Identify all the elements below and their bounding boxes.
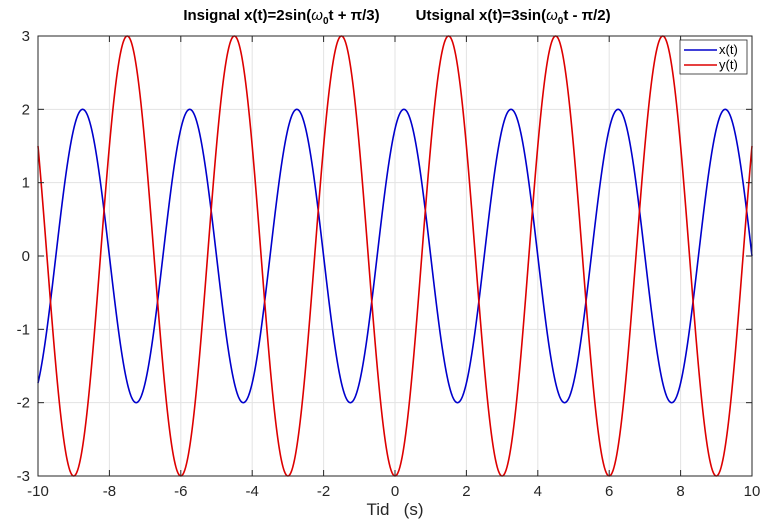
x-tick-label: 10: [744, 483, 761, 500]
x-tick-label: -6: [174, 483, 187, 500]
title-right-sub: 0: [558, 16, 564, 27]
series-line-x: [37, 108, 753, 404]
x-tick-label: -4: [246, 483, 259, 500]
x-tick-label: 4: [534, 483, 542, 500]
x-tick-label: 6: [605, 483, 613, 500]
y-tick-label: -2: [17, 395, 30, 412]
chart-title: Insignal x(t)=2sin(ω0t + π/3) Utsignal x(…: [183, 7, 610, 27]
y-tick-label: -1: [17, 321, 30, 338]
y-tick-label: 1: [22, 175, 30, 192]
x-tick-label: 2: [462, 483, 470, 500]
title-right-omega: ω: [546, 7, 558, 24]
y-tick-label: 2: [22, 101, 30, 118]
y-tick-label: -3: [17, 468, 30, 485]
legend-label-y: y(t): [719, 57, 738, 72]
title-right-suffix: t - π/2): [563, 7, 610, 24]
title-left-suffix: t + π/3): [329, 7, 380, 24]
x-tick-label: -10: [27, 483, 49, 500]
legend-box: [679, 39, 748, 75]
legend-label-x: x(t): [719, 42, 738, 57]
x-tick-label: -8: [103, 483, 116, 500]
title-right-prefix: Utsignal x(t)=3sin(: [416, 7, 546, 24]
legend: x(t) y(t): [679, 39, 748, 75]
x-axis-label: Tid (s): [367, 500, 424, 519]
x-tick-label: 8: [676, 483, 684, 500]
ticks: [37, 35, 753, 477]
title-left-omega: ω: [311, 7, 323, 24]
y-tick-label: 0: [22, 248, 30, 265]
title-left-prefix: Insignal x(t)=2sin(: [183, 7, 311, 24]
y-tick-label: 3: [22, 28, 30, 45]
title-left-sub: 0: [323, 16, 329, 27]
x-tick-label: 0: [391, 483, 399, 500]
x-tick-label: -2: [317, 483, 330, 500]
